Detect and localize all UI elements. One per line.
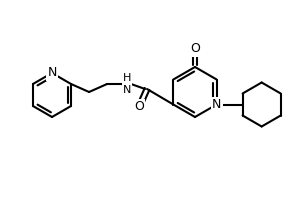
Text: O: O [134,100,144,114]
Text: O: O [190,43,200,55]
Text: N: N [212,98,221,111]
Text: H
N: H N [123,73,131,95]
Text: N: N [47,66,57,79]
